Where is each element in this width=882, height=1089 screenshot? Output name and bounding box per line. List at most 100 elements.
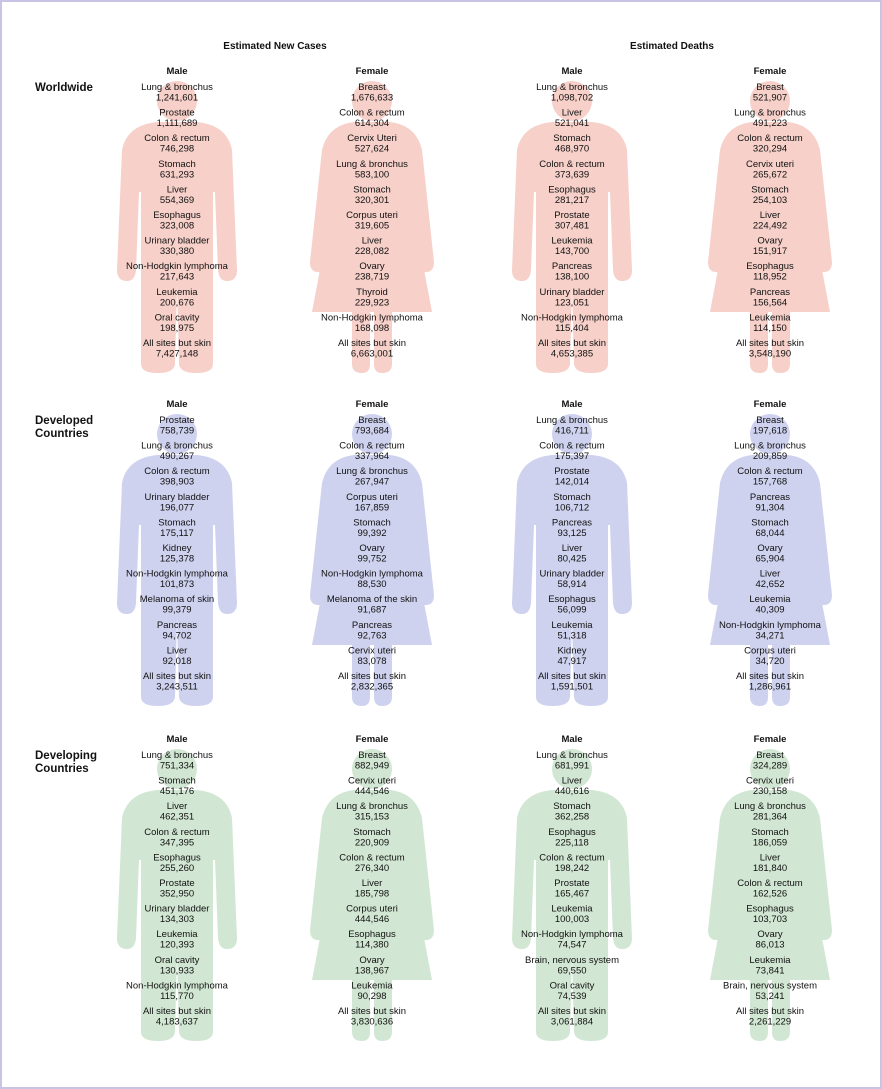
site-value: 175,397	[555, 451, 589, 462]
site-value: 4,653,385	[551, 349, 593, 360]
site-name: Stomach	[553, 133, 591, 144]
site-value: 142,014	[555, 477, 589, 488]
site-value: 323,008	[160, 221, 194, 232]
site-value: 444,546	[355, 914, 389, 925]
site-value: 167,859	[355, 502, 389, 513]
site-value: 1,111,689	[157, 118, 198, 129]
site-value: 1,591,501	[551, 682, 593, 693]
site-name: Prostate	[554, 878, 589, 889]
site-name: Colon & rectum	[737, 878, 803, 889]
site-value: 196,077	[160, 502, 194, 513]
site-name: Ovary	[359, 955, 385, 966]
site-value: 99,392	[357, 528, 386, 539]
site-value: 80,425	[557, 554, 586, 565]
site-value: 491,223	[753, 118, 787, 129]
site-name: Lung & bronchus	[141, 441, 213, 452]
site-name: Liver	[760, 569, 781, 580]
site-name: Stomach	[353, 517, 391, 528]
site-name: Lung & bronchus	[536, 750, 608, 761]
site-value: 2,261,229	[749, 1017, 791, 1028]
site-value: 162,526	[753, 889, 787, 900]
site-name: Lung & bronchus	[141, 82, 213, 93]
site-name: Stomach	[751, 517, 789, 528]
site-name: Esophagus	[548, 827, 596, 838]
site-name: Oral cavity	[155, 312, 200, 323]
site-name: Colon & rectum	[539, 441, 605, 452]
site-name: All sites but skin	[143, 1006, 211, 1017]
site-name: Esophagus	[153, 852, 201, 863]
site-name: Urinary bladder	[540, 287, 605, 298]
site-name: Pancreas	[750, 287, 790, 298]
site-value: 165,467	[555, 889, 589, 900]
site-name: Liver	[167, 801, 188, 812]
site-value: 230,158	[753, 786, 787, 797]
panel-label: Male	[561, 66, 582, 77]
site-name: Non-Hodgkin lymphoma	[126, 569, 229, 580]
site-name: Cervix Uteri	[347, 133, 397, 144]
panel-label: Male	[561, 734, 582, 745]
site-name: Non-Hodgkin lymphoma	[521, 929, 624, 940]
panel-label: Female	[356, 399, 389, 410]
site-name: Melanoma of the skin	[327, 594, 417, 605]
site-value: 88,530	[357, 579, 386, 590]
site-value: 209,859	[753, 451, 787, 462]
site-name: Stomach	[553, 492, 591, 503]
infographic: Estimated New Cases Estimated Deaths Wor…	[2, 2, 880, 1087]
site-name: All sites but skin	[538, 671, 606, 682]
panel-label: Male	[166, 66, 187, 77]
site-value: 362,258	[555, 812, 589, 823]
site-name: Stomach	[158, 517, 196, 528]
site-name: Stomach	[751, 827, 789, 838]
site-value: 198,975	[160, 323, 194, 334]
site-name: Prostate	[159, 878, 194, 889]
site-name: Stomach	[353, 184, 391, 195]
site-name: Stomach	[158, 159, 196, 170]
site-value: 74,547	[557, 940, 586, 951]
site-value: 398,903	[160, 477, 194, 488]
site-value: 6,663,001	[351, 349, 393, 360]
site-value: 101,873	[160, 579, 194, 590]
site-value: 462,351	[160, 812, 194, 823]
site-name: Prostate	[554, 466, 589, 477]
site-value: 99,752	[357, 554, 386, 565]
site-name: Leukemia	[156, 929, 198, 940]
site-name: Esophagus	[746, 904, 794, 915]
site-name: Ovary	[359, 543, 385, 554]
site-value: 86,013	[755, 940, 784, 951]
site-value: 265,672	[753, 169, 787, 180]
site-value: 65,904	[755, 554, 784, 565]
site-value: 320,294	[753, 144, 787, 155]
site-value: 91,304	[755, 502, 784, 513]
site-value: 114,380	[355, 940, 389, 951]
site-value: 614,304	[355, 118, 389, 129]
site-value: 93,125	[557, 528, 586, 539]
site-value: 631,293	[160, 169, 194, 180]
site-name: Non-Hodgkin lymphoma	[521, 312, 624, 323]
site-value: 527,624	[355, 144, 389, 155]
site-value: 100,003	[555, 914, 589, 925]
site-name: Esophagus	[746, 261, 794, 272]
site-name: Stomach	[353, 827, 391, 838]
site-value: 73,841	[755, 965, 784, 976]
site-value: 69,550	[557, 965, 586, 976]
site-name: Pancreas	[157, 620, 197, 631]
site-name: Urinary bladder	[145, 904, 210, 915]
site-name: Leukemia	[551, 904, 593, 915]
site-value: 143,700	[555, 246, 589, 257]
site-value: 3,061,884	[551, 1017, 593, 1028]
site-value: 156,564	[753, 297, 787, 308]
header-cases: Estimated New Cases	[223, 41, 327, 52]
site-name: Colon & rectum	[144, 827, 210, 838]
site-value: 315,153	[355, 812, 389, 823]
panel-label: Male	[166, 734, 187, 745]
site-value: 99,379	[162, 605, 191, 616]
site-name: Prostate	[159, 108, 194, 119]
site-name: Urinary bladder	[145, 236, 210, 247]
site-name: Pancreas	[552, 261, 592, 272]
site-value: 91,687	[357, 605, 386, 616]
site-value: 583,100	[355, 169, 389, 180]
site-name: Pancreas	[552, 517, 592, 528]
site-value: 94,702	[162, 630, 191, 641]
site-value: 521,907	[753, 93, 787, 104]
site-value: 238,719	[355, 272, 389, 283]
